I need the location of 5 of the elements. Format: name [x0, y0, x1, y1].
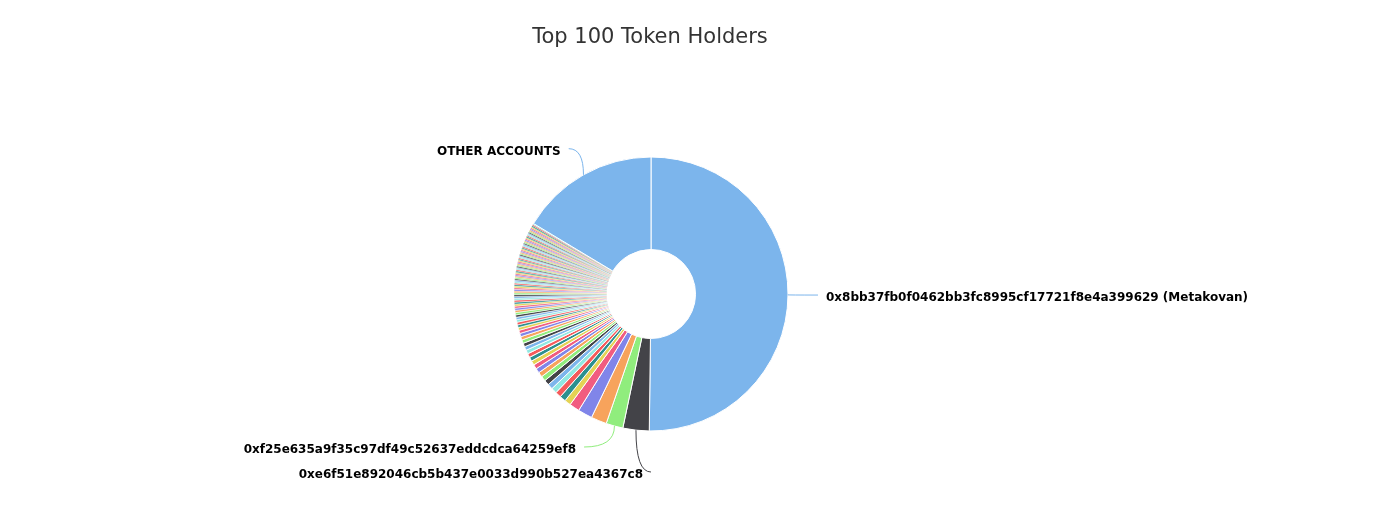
slice-label: 0xf25e635a9f35c97df49c52637eddcdca64259ef8 — [243, 442, 577, 456]
slice-label: 0x8bb37fb0f0462bb3fc8995cf17721f8e4a399629 (Metakovan) — [826, 290, 1249, 305]
slice-label: 0xe6f51e892046cb5b437e0033d990b527ea4367c8 — [298, 467, 643, 481]
slice-label: OTHER ACCOUNTS — [436, 143, 561, 158]
chart-title: Top 100 Token Holders — [531, 24, 768, 48]
